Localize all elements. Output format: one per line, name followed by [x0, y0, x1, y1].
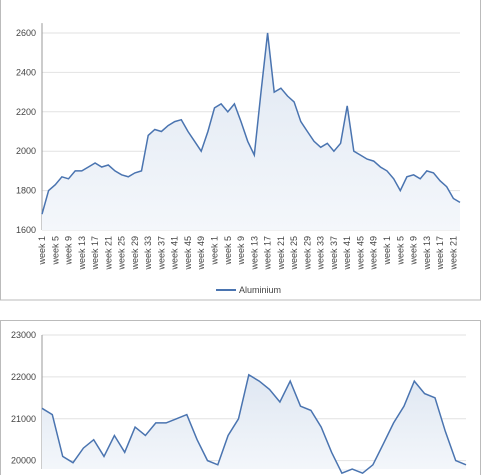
y-tick-label: 2400	[16, 67, 36, 77]
x-tick-label: week 5	[50, 236, 60, 266]
x-tick-label: week 1	[382, 236, 392, 266]
x-tick-label: week 9	[64, 236, 74, 266]
x-tick-label: week 33	[316, 236, 326, 271]
y-tick-label: 22000	[11, 372, 36, 382]
x-tick-label: week 17	[90, 236, 100, 271]
x-tick-label: week 29	[130, 236, 140, 271]
x-tick-label: week 49	[196, 236, 206, 271]
x-tick-label: week 21	[276, 236, 286, 271]
y-tick-label: 23000	[11, 330, 36, 340]
x-tick-label: week 41	[342, 236, 352, 271]
x-tick-label: week 5	[223, 236, 233, 266]
x-tick-label: week 17	[435, 236, 445, 271]
x-tick-label: week 17	[263, 236, 273, 271]
x-tick-label: week 21	[448, 236, 458, 271]
x-tick-label: week 33	[143, 236, 153, 271]
x-tick-label: week 25	[117, 236, 127, 271]
x-tick-label: week 13	[249, 236, 259, 271]
chart-frame	[0, 320, 481, 475]
area	[42, 33, 460, 230]
y-tick-label: 2200	[16, 107, 36, 117]
x-tick-label: week 37	[156, 236, 166, 271]
x-tick-label: week 13	[77, 236, 87, 271]
y-tick-label: 20000	[11, 456, 36, 466]
chart-frame	[0, 0, 481, 301]
x-tick-label: week 13	[422, 236, 432, 271]
x-tick-label: week 29	[302, 236, 312, 271]
x-tick-label: week 41	[170, 236, 180, 271]
x-tick-label: week 45	[355, 236, 365, 271]
y-tick-label: 2600	[16, 28, 36, 38]
y-tick-label: 21000	[11, 414, 36, 424]
line	[41, 32, 461, 215]
legend-label: Aluminium	[239, 285, 281, 295]
x-tick-label: week 25	[289, 236, 299, 271]
x-tick-label: week 49	[369, 236, 379, 271]
y-tick-label: 2000	[16, 146, 36, 156]
y-tick-label: 1600	[16, 225, 36, 235]
x-tick-label: week 9	[409, 236, 419, 266]
x-tick-label: week 45	[183, 236, 193, 271]
x-tick-label: week 21	[103, 236, 113, 271]
x-tick-label: week 1	[210, 236, 220, 266]
x-tick-label: week 1	[37, 236, 47, 266]
area	[42, 374, 466, 474]
y-tick-label: 1800	[16, 186, 36, 196]
x-tick-label: week 9	[236, 236, 246, 266]
x-tick-label: week 5	[395, 236, 405, 266]
x-tick-label: week 37	[329, 236, 339, 271]
line	[41, 373, 467, 475]
